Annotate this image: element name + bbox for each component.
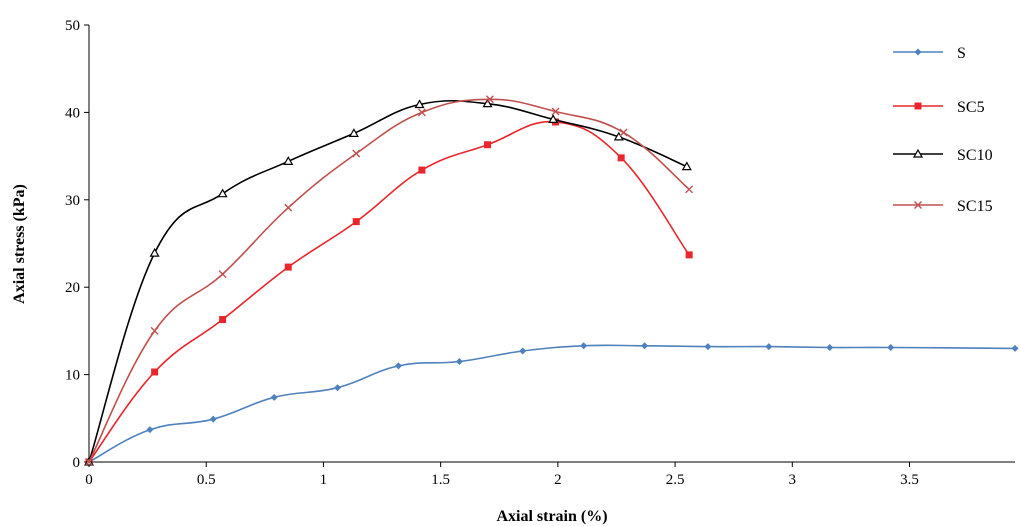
y-tick-label: 30 bbox=[65, 193, 80, 209]
axes bbox=[84, 24, 1015, 467]
data-point-sc15 bbox=[85, 458, 93, 466]
legend-label-s: S bbox=[957, 45, 966, 62]
data-point-sc15 bbox=[485, 95, 494, 104]
data-point-sc10 bbox=[217, 188, 228, 198]
data-point-sc10 bbox=[283, 156, 294, 165]
x-axis-title: Axial strain (%) bbox=[496, 508, 607, 525]
data-point-sc15 bbox=[218, 270, 227, 279]
legend: S SC5 SC10 SC15 bbox=[893, 45, 993, 215]
data-point-sc15 bbox=[619, 128, 628, 137]
data-point-sc5 bbox=[685, 251, 693, 259]
data-point-s bbox=[270, 393, 278, 401]
data-point-sc5 bbox=[219, 316, 227, 324]
y-tick-label: 50 bbox=[65, 18, 80, 34]
data-point-s bbox=[146, 426, 154, 434]
y-tick-label: 40 bbox=[65, 105, 80, 121]
legend-marker-sc10 bbox=[912, 148, 924, 158]
data-point-s bbox=[704, 343, 712, 351]
x-tick-label: 1.5 bbox=[431, 472, 450, 488]
series-sc5 bbox=[85, 118, 693, 466]
marker-stroke bbox=[352, 149, 361, 158]
data-point-sc15 bbox=[417, 108, 426, 117]
y-tick-label: 20 bbox=[65, 280, 80, 296]
legend-marker-sc15 bbox=[914, 201, 922, 209]
tick-labels: 0 10 20 30 40 50 0 0.5 1 1.5 2 2.5 3 3.5 bbox=[65, 18, 919, 488]
data-point-sc10 bbox=[681, 161, 692, 171]
data-point-s bbox=[641, 342, 649, 350]
data-point-s bbox=[519, 347, 527, 355]
series-s bbox=[85, 342, 1019, 466]
data-point-sc5 bbox=[284, 263, 292, 271]
legend-label-sc5: SC5 bbox=[957, 99, 985, 116]
data-point-sc10 bbox=[548, 114, 559, 123]
marker-stroke bbox=[150, 326, 159, 335]
legend-label-sc15: SC15 bbox=[957, 198, 993, 215]
data-point-sc15 bbox=[352, 149, 361, 158]
data-point-s bbox=[394, 362, 402, 370]
data-point-sc15 bbox=[284, 203, 293, 212]
legend-item-sc10: SC10 bbox=[893, 147, 993, 164]
data-point-s bbox=[765, 343, 773, 351]
x-tick-label: 3.5 bbox=[900, 472, 919, 488]
marker-stroke bbox=[417, 108, 426, 117]
series-sc15 bbox=[85, 95, 694, 466]
data-point-s bbox=[826, 344, 834, 352]
data-point-sc5 bbox=[151, 368, 159, 376]
data-point-sc5 bbox=[352, 218, 360, 226]
data-point-sc10 bbox=[149, 247, 160, 257]
marker-stroke bbox=[485, 95, 494, 104]
data-point-sc15 bbox=[685, 185, 694, 194]
data-point-sc10 bbox=[348, 128, 359, 137]
x-tick-label: 1 bbox=[320, 472, 328, 488]
legend-label-sc10: SC10 bbox=[957, 147, 993, 164]
marker-stroke bbox=[685, 185, 694, 194]
data-point-sc10 bbox=[482, 98, 493, 108]
series-line-s bbox=[88, 344, 1016, 463]
data-point-s bbox=[887, 344, 895, 352]
data-point-s bbox=[333, 384, 341, 392]
data-point-sc15 bbox=[551, 107, 560, 116]
data-point-sc5 bbox=[418, 166, 426, 174]
data-point-s bbox=[455, 357, 463, 365]
legend-item-sc15: SC15 bbox=[893, 198, 993, 215]
data-point-s bbox=[580, 342, 588, 350]
data-point-s bbox=[1011, 344, 1019, 352]
x-tick-label: 0 bbox=[85, 472, 93, 488]
marker-stroke bbox=[85, 458, 93, 466]
x-tick-label: 2.5 bbox=[666, 472, 685, 488]
x-tick-label: 0.5 bbox=[197, 472, 216, 488]
x-tick-label: 2 bbox=[554, 472, 562, 488]
y-tick-label: 0 bbox=[73, 455, 81, 471]
legend-item-sc5: SC5 bbox=[893, 99, 985, 116]
legend-item-s: S bbox=[893, 45, 966, 62]
series-line-sc5 bbox=[88, 120, 690, 463]
legend-marker-sc5 bbox=[914, 102, 922, 110]
marker-stroke bbox=[284, 203, 293, 212]
y-axis-title: Axial stress (kPa) bbox=[11, 184, 28, 304]
data-point-sc15 bbox=[150, 326, 159, 335]
marker-stroke bbox=[914, 201, 922, 209]
legend-marker-s bbox=[914, 48, 922, 56]
y-tick-label: 10 bbox=[65, 368, 80, 384]
marker-stroke bbox=[619, 128, 628, 137]
data-point-sc10 bbox=[613, 131, 624, 141]
marker-stroke bbox=[218, 270, 227, 279]
marker-stroke bbox=[551, 107, 560, 116]
data-point-sc5 bbox=[617, 154, 625, 162]
data-point-sc5 bbox=[484, 141, 492, 149]
series-sc10 bbox=[83, 98, 692, 466]
data-point-s bbox=[209, 415, 217, 423]
series-line-sc10 bbox=[88, 99, 688, 463]
data-point-sc10 bbox=[414, 99, 425, 109]
x-tick-label: 3 bbox=[789, 472, 797, 488]
series-line-sc15 bbox=[88, 98, 690, 463]
series-layer bbox=[83, 95, 1019, 466]
